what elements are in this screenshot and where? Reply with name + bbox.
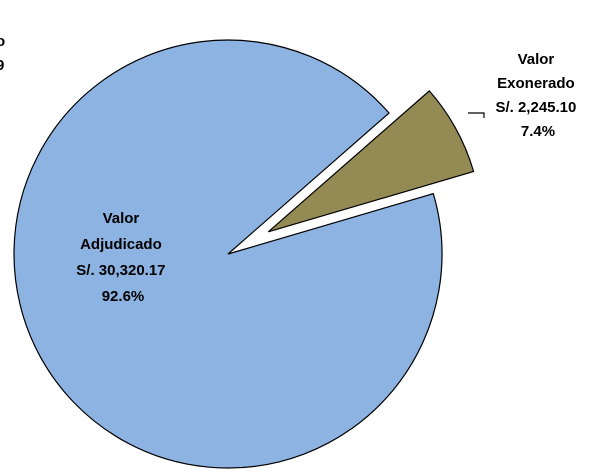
slice-label-adjudicado-line2: Adjudicado [80, 236, 162, 253]
pie-slice-exonerado [267, 90, 475, 233]
slice-label-exonerado-line2: Exonerado [497, 75, 575, 92]
clipped-label-top: o [0, 33, 5, 50]
slice-label-exonerado-line1: Valor [518, 51, 555, 68]
leader-line-exonerado [468, 112, 485, 118]
slice-label-exonerado-line3: S/. 2,245.10 [495, 99, 576, 116]
slice-label-adjudicado: Valor Adjudicado S/. 30,320.17 92.6% [76, 210, 169, 305]
slice-label-exonerado: Valor Exonerado S/. 2,245.10 7.4% [495, 51, 580, 140]
slice-label-exonerado-line4: 7.4% [521, 123, 555, 140]
slice-label-adjudicado-line3: S/. 30,320.17 [76, 262, 165, 279]
slice-label-adjudicado-line1: Valor [103, 210, 140, 227]
clipped-label-bottom: 9 [0, 57, 4, 74]
slice-label-adjudicado-line4: 92.6% [102, 288, 145, 305]
pie-slice-adjudicado [13, 39, 443, 469]
pie-slices [13, 39, 475, 469]
